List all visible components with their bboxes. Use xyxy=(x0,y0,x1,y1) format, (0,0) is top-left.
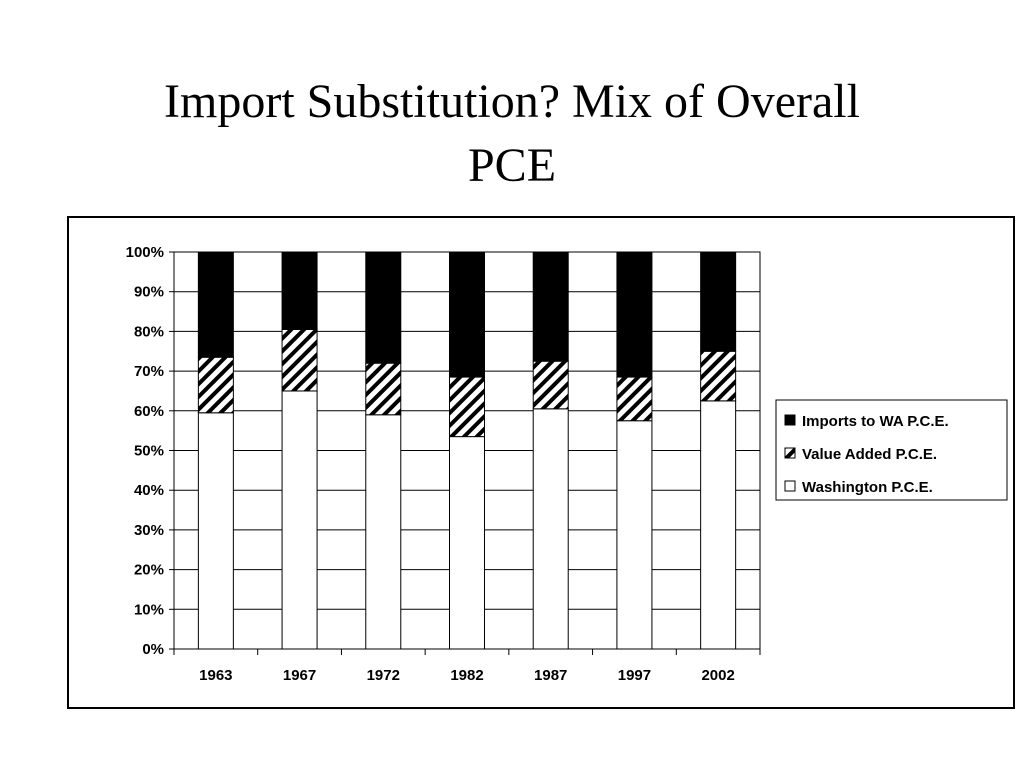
y-tick-label: 20% xyxy=(134,562,164,579)
y-tick-label: 60% xyxy=(134,403,164,420)
legend-box xyxy=(775,399,1008,501)
bar-segment-0 xyxy=(449,436,485,650)
legend-label: Value Added P.C.E. xyxy=(802,446,937,463)
x-tick-label: 1967 xyxy=(283,667,316,684)
y-tick-label: 90% xyxy=(134,284,164,301)
y-tick-label: 40% xyxy=(134,482,164,499)
legend-swatch xyxy=(784,480,796,492)
bar-segment-0 xyxy=(616,420,653,650)
bar-segment-0 xyxy=(197,412,234,650)
bar-segment-2 xyxy=(616,251,653,378)
bar-segment-2 xyxy=(700,251,737,352)
x-tick-label: 1963 xyxy=(199,667,232,684)
bar-segment-2 xyxy=(197,251,234,358)
bar-segment-2 xyxy=(532,251,569,362)
y-tick-label: 0% xyxy=(142,641,164,658)
x-tick-label: 1972 xyxy=(367,667,400,684)
y-tick-label: 70% xyxy=(134,363,164,380)
bar-segment-1 xyxy=(281,328,318,392)
bar-segment-1 xyxy=(449,376,485,438)
chart-frame: 0% 10% 20% 30% 40% 50% 60% 70% 80% 90% 100% 1963 196… xyxy=(67,216,1015,709)
x-tick-label: 1987 xyxy=(534,667,567,684)
bar-segment-2 xyxy=(449,251,485,378)
legend-label: Washington P.C.E. xyxy=(802,479,933,496)
x-tick-label: 1997 xyxy=(618,667,651,684)
bar-segment-1 xyxy=(365,362,402,416)
x-tick-label: 1982 xyxy=(450,667,483,684)
bar-segment-0 xyxy=(365,414,402,650)
bar-segment-1 xyxy=(197,356,234,414)
legend-label: Imports to WA P.C.E. xyxy=(802,413,949,430)
y-tick-label: 50% xyxy=(134,443,164,460)
legend-swatch xyxy=(784,447,796,459)
bar-segment-2 xyxy=(365,251,402,364)
y-tick-label: 80% xyxy=(134,323,164,340)
bar-segment-0 xyxy=(532,408,569,650)
bar-segment-1 xyxy=(616,376,653,422)
legend-swatch xyxy=(784,414,796,426)
y-tick-label: 10% xyxy=(134,601,164,618)
bar-segment-0 xyxy=(700,400,737,650)
bar-segment-2 xyxy=(281,251,318,330)
y-tick-label: 30% xyxy=(134,522,164,539)
y-tick-label: 100% xyxy=(126,244,164,261)
bar-segment-1 xyxy=(532,360,569,410)
slide-title: Import Substitution? Mix of Overall PCE xyxy=(60,70,964,198)
slide-title-line-2: PCE xyxy=(467,139,557,192)
x-tick-label: 2002 xyxy=(701,667,734,684)
stacked-bar-chart: 0% 10% 20% 30% 40% 50% 60% 70% 80% 90% 100% 1963 196… xyxy=(126,244,1008,684)
bar-segment-0 xyxy=(281,390,318,650)
slide-title-line-1: Import Substitution? Mix of Overall xyxy=(164,75,860,128)
bar-segment-1 xyxy=(700,350,737,402)
